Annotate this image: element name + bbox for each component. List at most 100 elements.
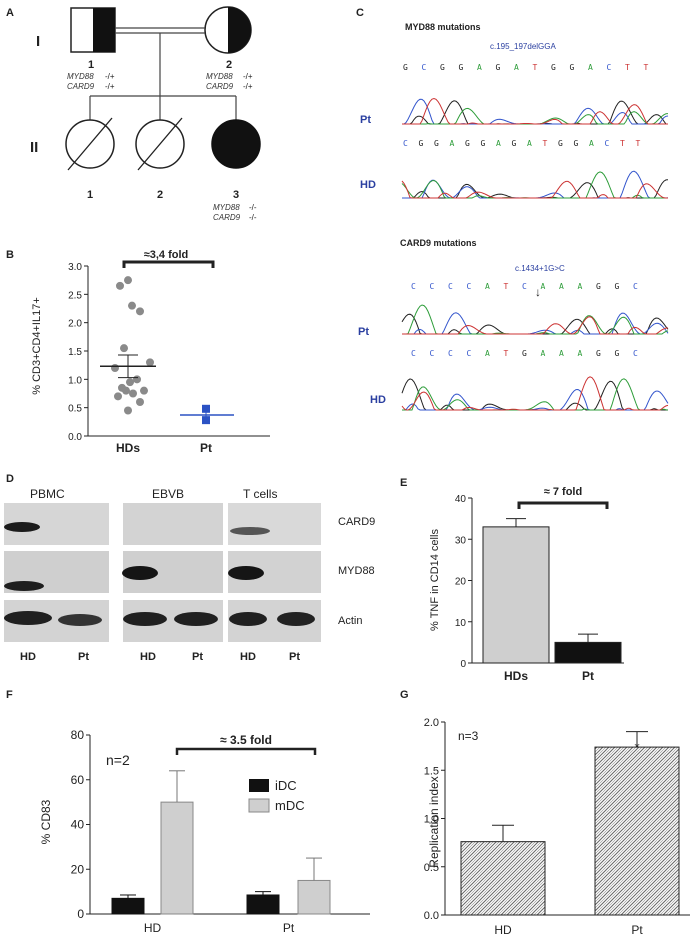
b-y-tick-label: 0.5 (68, 404, 82, 415)
myd88-mutation: c.195_197delGGA (490, 42, 556, 51)
card9-pt-base: T (504, 282, 509, 291)
b-hds-point (120, 344, 128, 353)
f-legend-idc-label: iDC (275, 778, 297, 793)
band-tcells-hd-card9 (230, 527, 270, 535)
f-bracket (175, 747, 317, 755)
card9-hd-base: G (522, 349, 527, 358)
d-group-pbmc: PBMC (30, 487, 65, 501)
band-ebvb-hd-myd88 (122, 566, 158, 580)
d-lane-pt-3: Pt (289, 651, 300, 663)
card9-pt-base: A (559, 282, 564, 291)
card9-hd-base: C (633, 349, 638, 358)
card9-hd-base: G (596, 349, 601, 358)
band-tcells-hd-myd88 (228, 566, 264, 580)
myd88-hd-base: A (496, 139, 501, 148)
e-y-tick-label: 30 (455, 535, 467, 546)
ii1-number: 1 (87, 189, 93, 201)
b-hds-point (146, 358, 154, 367)
myd88-pt-base: T (533, 63, 538, 72)
panel-label-c: C (356, 7, 364, 19)
b-hds-point (126, 378, 134, 387)
card9-hd-base: A (541, 349, 546, 358)
d-lane-pt-2: Pt (192, 651, 203, 663)
myd88-hd-base: G (481, 139, 486, 148)
card9-pt-base: A (578, 282, 583, 291)
card9-hd-base: G (615, 349, 620, 358)
ii3-gene2: CARD9 (213, 213, 241, 222)
panel-label-b: B (6, 249, 14, 261)
card9-pt-base: A (485, 282, 490, 291)
f-y-tick-label: 60 (71, 773, 85, 787)
card9-hd-base: A (485, 349, 490, 358)
b-y-tick-label: 0.0 (68, 432, 82, 443)
myd88-hd-base: C (403, 139, 408, 148)
myd88-pt-base: G (440, 63, 445, 72)
myd88-hd-base: A (527, 139, 532, 148)
i2-gene2-value: -/+ (243, 82, 253, 91)
b-hds-point (128, 301, 136, 310)
e-fold-annotation: ≈ 7 fold (544, 486, 582, 498)
card9-hd-trace (402, 388, 669, 411)
b-y-tick-label: 2.5 (68, 290, 82, 301)
card9-hd-trace (401, 376, 669, 411)
d-lane-hd-3: HD (240, 651, 256, 663)
myd88-hd-base: A (450, 139, 455, 148)
myd88-hd-base: T (636, 139, 641, 148)
f-y-axis-label: % CD83 (39, 799, 53, 844)
panel-label-a: A (6, 7, 14, 19)
card9-pt-base: A (541, 282, 546, 291)
myd88-pt-base: A (588, 63, 593, 72)
myd88-hd-base: G (465, 139, 470, 148)
b-hds-point (140, 386, 148, 395)
b-bracket (122, 260, 215, 268)
card9-hd-label: HD (370, 394, 386, 406)
card9-hd-base: C (411, 349, 416, 358)
g-bar-HD (460, 841, 546, 916)
b-hds-point (122, 386, 130, 395)
blot-row-myd88 (4, 551, 321, 593)
myd88-pt-base: G (570, 63, 575, 72)
ii3-gene2-value: -/- (249, 213, 257, 222)
b-hds-point (129, 389, 137, 398)
card9-pt-trace (402, 312, 669, 335)
panel-label-g: G (400, 689, 409, 701)
b-hds-point (111, 364, 119, 372)
panel-label-e: E (400, 477, 407, 489)
myd88-pt-label: Pt (360, 114, 371, 126)
myd88-pt-base: G (459, 63, 464, 72)
f-x-label: Pt (283, 921, 295, 935)
band-pbmc-hd-myd88 (4, 581, 44, 591)
g-y-tick-label: 1.0 (424, 814, 439, 826)
f-y-tick-label: 40 (71, 818, 85, 832)
f-legend-mdc-label: mDC (275, 798, 305, 813)
f-legend-mdc-swatch (248, 798, 270, 813)
b-hds-point (136, 398, 144, 406)
ii1-deceased-slash (67, 117, 113, 171)
g-x-label: Pt (631, 923, 643, 937)
card9-hd-base: T (504, 349, 509, 358)
panel-label-f: F (6, 689, 13, 701)
e-y-axis-label: % TNF in CD14 cells (429, 529, 441, 631)
panel-f: F 0 20 40 60 80 HD Pt n=2 ≈ 3.5 fold iDC mDC % CD8… (6, 689, 370, 935)
g-y-axis-label: Replication index (427, 776, 441, 867)
f-bar-mDC-HD (160, 801, 194, 915)
myd88-pt-base: C (607, 63, 612, 72)
myd88-hd-base: G (434, 139, 439, 148)
g-y-tick-label: 1.5 (424, 765, 439, 777)
card9-title: CARD9 mutations (400, 238, 477, 248)
card9-pt-base: C (430, 282, 435, 291)
b-y-tick-label: 3.0 (68, 262, 82, 273)
e-y-tick-label: 0 (460, 659, 466, 670)
myd88-pt-base: T (625, 63, 630, 72)
d-row-card9: CARD9 (338, 516, 375, 528)
d-group-ebvb: EBVB (152, 487, 184, 501)
card9-pt-base: C (411, 282, 416, 291)
panel-b: B 0.0 0.5 1.0 1.5 2.0 2.5 3.0 HDs Pt ≈3,4 fold % … (6, 249, 270, 455)
g-bar-Pt (594, 746, 680, 916)
card9-pt-base: C (467, 282, 472, 291)
e-bracket (517, 501, 609, 509)
panel-c: C MYD88 mutations c.195_197delGGA G C G G A G… (356, 7, 649, 406)
